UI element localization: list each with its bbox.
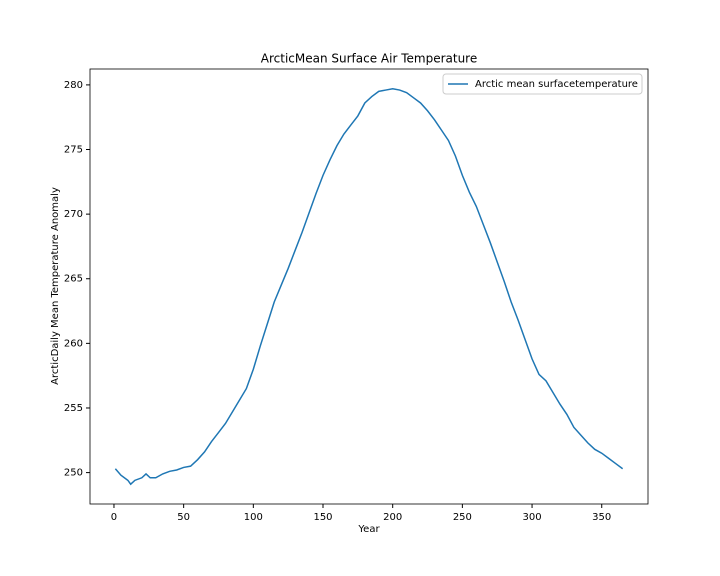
y-tick-label: 265 [64,274,83,285]
legend-label: Arctic mean surfacetemperature [475,79,638,90]
y-axis-label: ArcticDaily Mean Temperature Anomaly [50,187,61,385]
x-tick-label: 200 [383,512,402,523]
y-tick-label: 270 [64,209,83,220]
y-tick-label: 250 [64,468,83,479]
x-tick-label: 150 [313,512,332,523]
x-tick-label: 100 [244,512,263,523]
y-tick-label: 275 [64,145,83,156]
y-tick-label: 260 [64,338,83,349]
x-tick-label: 350 [592,512,611,523]
legend-box [442,73,643,95]
chart-title: ArcticMean Surface Air Temperature [261,52,477,66]
x-tick-label: 300 [523,512,542,523]
line-series [114,88,624,486]
y-tick-label: 255 [64,403,83,414]
x-axis-label: Year [357,524,380,535]
axes-frame [89,68,649,505]
x-tick-label: 250 [453,512,472,523]
x-tick-label: 0 [111,512,117,523]
y-tick-label: 280 [64,80,83,91]
x-tick-label: 50 [177,512,190,523]
